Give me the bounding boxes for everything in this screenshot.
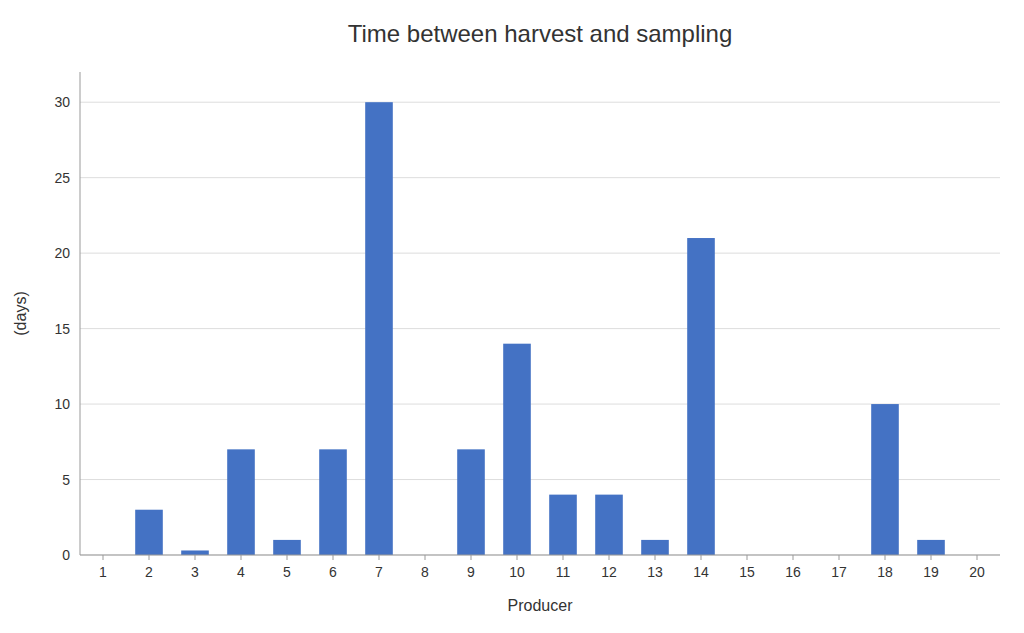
bar [641,540,669,555]
bar [917,540,945,555]
bar [549,495,577,555]
grid-line [80,177,1000,178]
x-tick [839,555,840,560]
x-axis-line [80,555,1000,556]
x-tick-label: 18 [877,564,893,580]
bar [365,102,393,555]
x-tick-label: 12 [601,564,617,580]
x-tick [333,555,334,560]
y-axis-line [80,72,81,555]
bar [871,404,899,555]
y-tick-label: 25 [54,170,70,186]
x-tick-label: 16 [785,564,801,580]
y-tick-label: 0 [62,547,70,563]
grid-line [80,328,1000,329]
x-tick-label: 20 [969,564,985,580]
x-tick-label: 15 [739,564,755,580]
x-tick [149,555,150,560]
x-tick [425,555,426,560]
bar [595,495,623,555]
grid-line [80,102,1000,103]
bar [181,550,209,555]
x-tick [471,555,472,560]
x-tick-label: 9 [467,564,475,580]
y-axis-title: (days) [12,291,29,335]
x-tick [747,555,748,560]
x-axis: 1234567891011121314151617181920 [80,555,1000,580]
x-tick [931,555,932,560]
grid-line [80,404,1000,405]
x-tick-label: 2 [145,564,153,580]
x-tick-label: 10 [509,564,525,580]
y-axis: 0 5 10 15 20 25 30 [54,72,80,563]
y-tick-label: 30 [54,94,70,110]
x-tick-label: 1 [99,564,107,580]
x-tick-label: 8 [421,564,429,580]
x-tick [793,555,794,560]
y-tick-label: 5 [62,472,70,488]
x-tick-label: 11 [556,564,571,580]
grid [80,102,1000,555]
x-tick-label: 6 [329,564,337,580]
x-tick [977,555,978,560]
grid-line [80,555,1000,556]
x-tick [195,555,196,560]
x-tick-label: 13 [647,564,663,580]
bar [503,344,531,555]
y-tick-label: 15 [54,321,70,337]
x-tick-label: 19 [923,564,939,580]
x-tick [287,555,288,560]
x-axis-title: Producer [508,597,574,614]
x-tick-label: 7 [375,564,383,580]
x-tick-label: 14 [693,564,709,580]
chart-container: 0510152025301234567891011121314151617181… [0,0,1024,633]
bar [273,540,301,555]
x-tick [655,555,656,560]
chart-title: Time between harvest and sampling [348,20,733,47]
x-tick [701,555,702,560]
y-tick-label: 10 [54,396,70,412]
grid-line [80,479,1000,480]
bar [227,449,255,555]
bar [319,449,347,555]
bars [135,102,945,555]
grid-line [80,253,1000,254]
x-tick [103,555,104,560]
bar [457,449,485,555]
chart-svg: 0510152025301234567891011121314151617181… [0,0,1024,633]
x-tick [379,555,380,560]
x-tick [241,555,242,560]
bar [135,510,163,555]
x-tick [563,555,564,560]
bar [687,238,715,555]
x-tick [517,555,518,560]
x-tick-label: 5 [283,564,291,580]
x-tick-label: 4 [237,564,245,580]
x-tick-label: 3 [191,564,199,580]
x-tick [609,555,610,560]
x-tick [885,555,886,560]
x-tick-label: 17 [831,564,847,580]
y-tick-label: 20 [54,245,70,261]
